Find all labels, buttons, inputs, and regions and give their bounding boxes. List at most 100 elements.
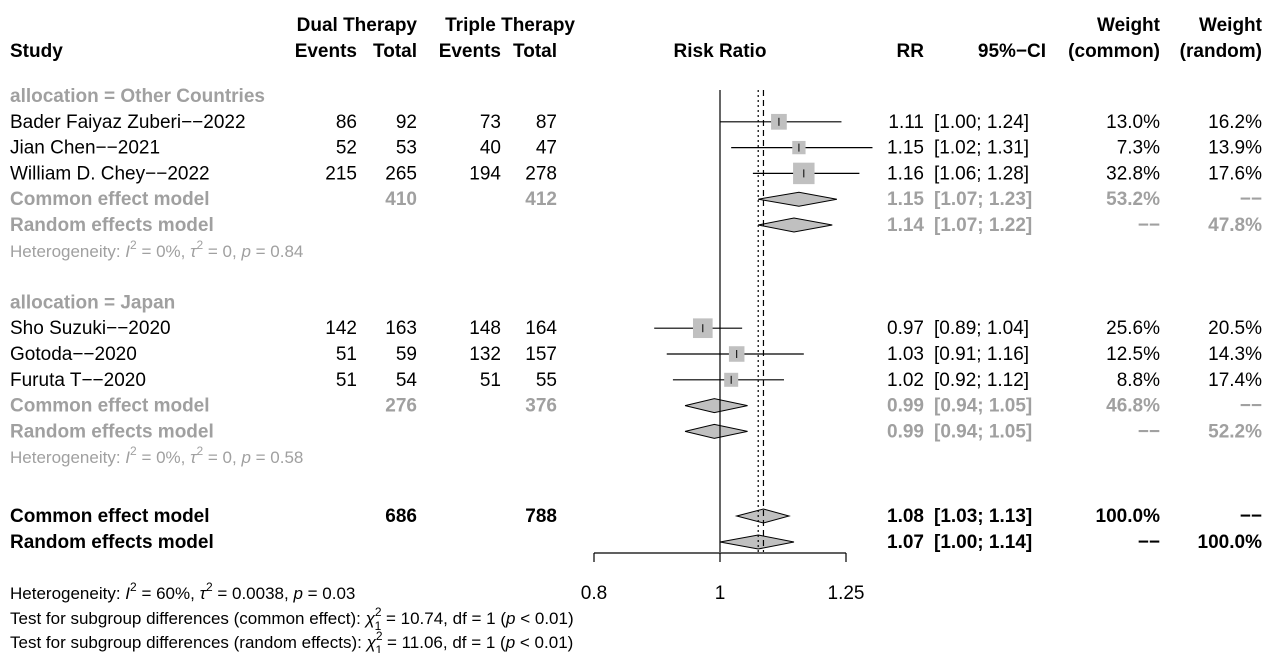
- subgroup-heterogeneity-part: τ: [190, 448, 198, 467]
- subgroup-test-part: 2: [376, 629, 383, 643]
- overall-random-model-weight-random: 100.0%: [1198, 532, 1263, 553]
- study-name: Jian Chen−−2021: [10, 138, 160, 159]
- study-weight-common: 12.5%: [1106, 344, 1160, 365]
- subgroup-random-model-ci: [0.94; 1.05]: [934, 421, 1032, 442]
- triple-events: 194: [469, 163, 501, 184]
- axis-tick-label: 1: [715, 583, 726, 604]
- subgroup-common-model-weight-random: −−: [1240, 396, 1262, 417]
- subgroup-common-model-weight-common: 46.8%: [1106, 396, 1160, 417]
- subgroup-random-model-weight-common: −−: [1138, 215, 1160, 236]
- subgroup-common-model-diamond: [758, 191, 837, 207]
- header-triple-group: Triple Therapy: [445, 15, 575, 36]
- subgroup-test-part: < 0.01): [515, 633, 573, 652]
- subgroup-common-model-dual-total: 276: [385, 396, 417, 417]
- dual-total: 163: [385, 318, 417, 339]
- subgroup-random-model-rr: 0.99: [887, 421, 924, 442]
- subgroup-test: Test for subgroup differences (common ef…: [10, 605, 574, 633]
- overall-common-model-diamond: [734, 508, 791, 524]
- subgroup-test-part: 1: [375, 619, 382, 633]
- subgroup-random-model-ci: [1.07; 1.22]: [934, 215, 1032, 236]
- study-ci: [0.92; 1.12]: [934, 370, 1029, 391]
- study-ci: [1.02; 1.31]: [934, 138, 1029, 159]
- footer-tests: Heterogeneity: I2 = 60%, τ2 = 0.0038, p …: [10, 580, 574, 653]
- subgroup-label: allocation = Japan: [10, 292, 175, 313]
- subgroup-test-part: p: [505, 633, 515, 652]
- triple-total: 157: [525, 344, 557, 365]
- overall-random-model-diamond: [719, 534, 795, 550]
- subgroup-test-part: = 11.06, df = 1 (: [382, 633, 506, 652]
- overall-heterogeneity-part: I: [125, 584, 130, 603]
- subgroup-heterogeneity-part: 2: [196, 444, 203, 458]
- study-weight-common: 8.8%: [1117, 370, 1160, 391]
- subgroup-common-model-diamond: [684, 398, 748, 414]
- study-name: Furuta T−−2020: [10, 370, 146, 391]
- triple-events: 40: [480, 138, 501, 159]
- subgroup-common-model-ci: [0.94; 1.05]: [934, 396, 1032, 417]
- study-weight-random: 16.2%: [1208, 112, 1262, 133]
- dual-events: 51: [336, 370, 357, 391]
- subgroup-heterogeneity-part: Heterogeneity:: [10, 448, 125, 467]
- overall-heterogeneity-part: 2: [206, 580, 213, 594]
- subgroup-heterogeneity-part: p: [240, 242, 250, 261]
- header-triple-events: Events: [439, 41, 501, 62]
- triple-events: 132: [469, 344, 501, 365]
- subgroup-random-model-diamond: [758, 217, 833, 233]
- subgroup-heterogeneity-part: I: [125, 448, 130, 467]
- subgroup-common-model-rr: 1.15: [887, 189, 924, 210]
- header-study: Study: [10, 41, 63, 62]
- study-rr: 1.15: [887, 138, 924, 159]
- header-weight-common: Weight: [1097, 15, 1161, 36]
- triple-total: 278: [525, 163, 557, 184]
- study-weight-common: 32.8%: [1106, 163, 1160, 184]
- header-dual-total: Total: [373, 41, 417, 62]
- forest-rows: allocation = Other Countries Bader Faiyaz…: [10, 86, 1262, 553]
- subgroup-heterogeneity-part: = 0,: [203, 242, 241, 261]
- header-dual-group: Dual Therapy: [297, 15, 418, 36]
- subgroup-random-model-rr: 1.14: [887, 215, 924, 236]
- overall-heterogeneity-part: Heterogeneity:: [10, 584, 125, 603]
- subgroup-common-model-ci: [1.07; 1.23]: [934, 189, 1032, 210]
- study-ci: [1.00; 1.24]: [934, 112, 1029, 133]
- subgroup-heterogeneity-part: τ: [190, 242, 198, 261]
- subgroup-label: allocation = Other Countries: [10, 86, 265, 107]
- subgroup-heterogeneity-part: I: [125, 242, 130, 261]
- overall-heterogeneity-part: 2: [130, 580, 137, 594]
- study-name: Gotoda−−2020: [10, 344, 137, 365]
- subgroup-heterogeneity-part: 2: [130, 238, 137, 252]
- subgroup-test-part: 2: [375, 605, 382, 619]
- triple-total: 47: [536, 138, 557, 159]
- dual-events: 86: [336, 112, 357, 133]
- subgroup-common-model-weight-random: −−: [1240, 189, 1262, 210]
- header-dual-events: Events: [295, 41, 357, 62]
- header-triple-total: Total: [513, 41, 557, 62]
- dual-events: 52: [336, 138, 357, 159]
- subgroup-random-model-label: Random effects model: [10, 421, 214, 442]
- dual-total: 59: [396, 344, 417, 365]
- study-ci: [0.89; 1.04]: [934, 318, 1029, 339]
- subgroup-heterogeneity: Heterogeneity: I2 = 0%, τ2 = 0, p = 0.58: [10, 444, 303, 467]
- subgroup-common-model-weight-common: 53.2%: [1106, 189, 1160, 210]
- axis-tick-label: 0.8: [581, 583, 607, 604]
- subgroup-test-part: Test for subgroup differences (common ef…: [10, 609, 366, 628]
- subgroup-random-model-weight-common: −−: [1138, 421, 1160, 442]
- overall-heterogeneity-part: = 0.03: [303, 584, 355, 603]
- study-rr: 1.02: [887, 370, 924, 391]
- study-weight-random: 17.6%: [1208, 163, 1262, 184]
- overall-heterogeneity-part: = 60%,: [137, 584, 200, 603]
- header-weight-random: Weight: [1199, 15, 1263, 36]
- overall-heterogeneity: Heterogeneity: I2 = 60%, τ2 = 0.0038, p …: [10, 580, 355, 603]
- subgroup-heterogeneity-part: p: [240, 448, 250, 467]
- subgroup-common-model-triple-total: 412: [525, 189, 557, 210]
- overall-common-model-weight-common: 100.0%: [1096, 506, 1161, 527]
- subgroup-test-part: Test for subgroup differences (random ef…: [10, 633, 367, 652]
- dual-total: 54: [396, 370, 418, 391]
- triple-events: 51: [480, 370, 501, 391]
- subgroup-common-model-label: Common effect model: [10, 396, 210, 417]
- study-weight-random: 13.9%: [1208, 138, 1262, 159]
- dual-events: 142: [325, 318, 357, 339]
- overall-heterogeneity-part: = 0.0038,: [213, 584, 294, 603]
- overall-common-model-label: Common effect model: [10, 506, 210, 527]
- subgroup-random-model-label: Random effects model: [10, 215, 214, 236]
- subgroup-test: Test for subgroup differences (random ef…: [10, 629, 573, 653]
